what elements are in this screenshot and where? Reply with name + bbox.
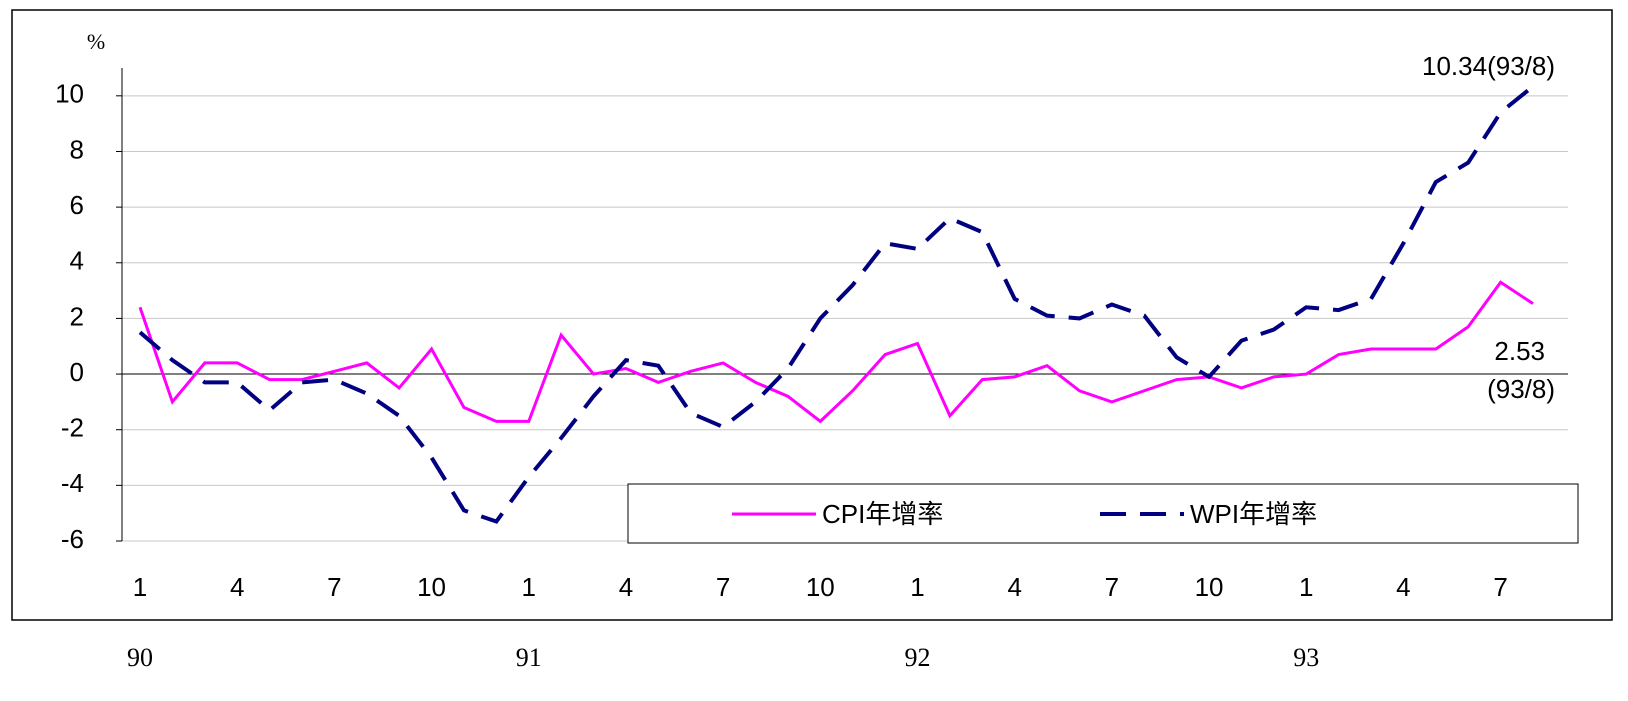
y-unit: % — [87, 29, 105, 54]
annotation: 2.53 — [1494, 336, 1545, 366]
y-tick-label: 6 — [70, 190, 84, 220]
x-tick-label: 7 — [1105, 572, 1119, 602]
legend-label: CPI年增率 — [822, 499, 943, 529]
year-label: 90 — [127, 643, 153, 672]
x-tick-label: 1 — [910, 572, 924, 602]
annotation: 10.34(93/8) — [1422, 51, 1555, 81]
x-tick-label: 4 — [230, 572, 244, 602]
series-line — [138, 280, 1534, 424]
x-tick-label: 7 — [716, 572, 730, 602]
x-tick-label: 1 — [1299, 572, 1313, 602]
x-tick-label: 7 — [1493, 572, 1507, 602]
x-tick-label: 7 — [327, 572, 341, 602]
y-tick-label: 2 — [70, 301, 84, 331]
y-tick-label: 8 — [70, 134, 84, 164]
y-tick-label: 0 — [70, 357, 84, 387]
x-tick-label: 1 — [133, 572, 147, 602]
x-tick-label: 1 — [522, 572, 536, 602]
x-tick-label: 4 — [1007, 572, 1021, 602]
y-tick-label: 10 — [55, 79, 84, 109]
y-tick-label: 4 — [70, 246, 84, 276]
y-tick-label: -2 — [61, 413, 84, 443]
x-tick-label: 10 — [1195, 572, 1224, 602]
x-tick-label: 4 — [619, 572, 633, 602]
x-tick-label: 10 — [417, 572, 446, 602]
year-label: 92 — [904, 643, 930, 672]
annotation: (93/8) — [1487, 374, 1555, 404]
y-tick-label: -4 — [61, 468, 84, 498]
y-tick-label: -6 — [61, 524, 84, 554]
series-line — [138, 84, 1535, 524]
x-tick-label: 10 — [806, 572, 835, 602]
legend-label: WPI年增率 — [1190, 499, 1317, 529]
x-tick-label: 4 — [1396, 572, 1410, 602]
year-label: 91 — [516, 643, 542, 672]
chart-frame — [11, 9, 1613, 621]
year-label: 93 — [1293, 643, 1319, 672]
